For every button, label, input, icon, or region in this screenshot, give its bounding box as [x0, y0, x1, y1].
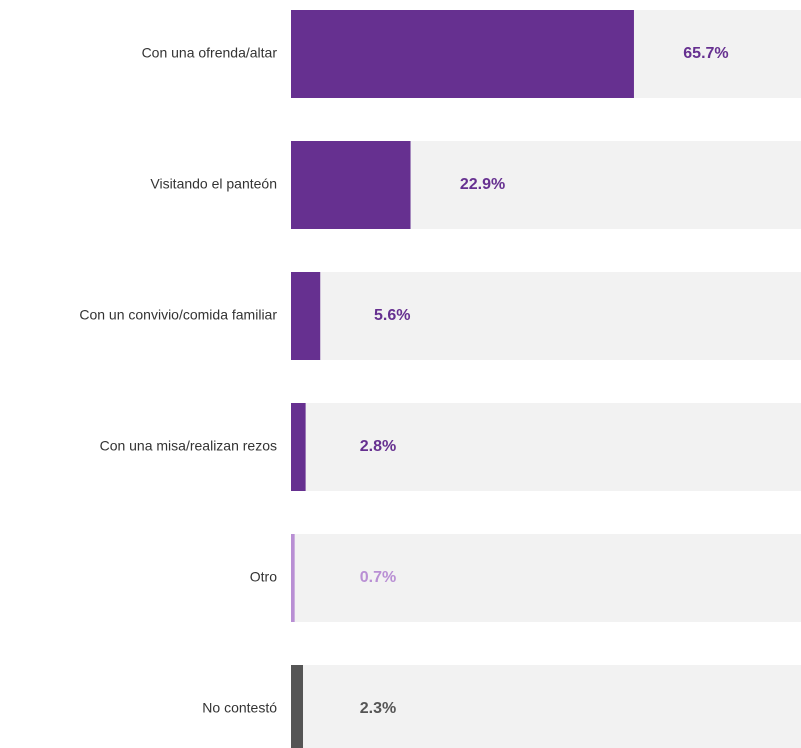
value-label: 22.9%	[460, 176, 505, 193]
category-label: No contestó	[202, 700, 277, 716]
value-label: 0.7%	[360, 569, 396, 586]
bar	[291, 10, 634, 98]
value-label: 2.3%	[360, 700, 396, 717]
bar	[291, 534, 295, 622]
bar	[291, 272, 321, 360]
category-label: Con una misa/realizan rezos	[100, 438, 277, 454]
bar-track	[291, 272, 801, 360]
value-label: 2.8%	[360, 438, 396, 455]
category-label: Otro	[250, 569, 277, 585]
value-label: 5.6%	[374, 307, 410, 324]
value-label: 65.7%	[683, 45, 728, 62]
bar	[291, 665, 304, 748]
category-label: Con una ofrenda/altar	[142, 45, 278, 61]
bar-track	[291, 665, 801, 748]
bar	[291, 403, 306, 491]
bar-track	[291, 534, 801, 622]
bar	[291, 141, 411, 229]
bar-track	[291, 403, 801, 491]
category-label: Visitando el panteón	[150, 176, 277, 192]
category-label: Con un convivio/comida familiar	[79, 307, 277, 323]
